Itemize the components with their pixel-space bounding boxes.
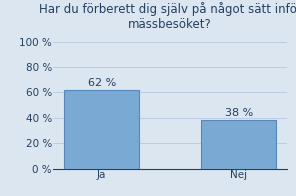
Text: 38 %: 38 %: [225, 108, 253, 118]
Bar: [64, 90, 139, 169]
Text: 62 %: 62 %: [88, 78, 116, 88]
Bar: [201, 120, 276, 169]
Title: Har du förberett dig själv på något sätt inför
mässbesöket?: Har du förberett dig själv på något sätt…: [39, 2, 296, 31]
